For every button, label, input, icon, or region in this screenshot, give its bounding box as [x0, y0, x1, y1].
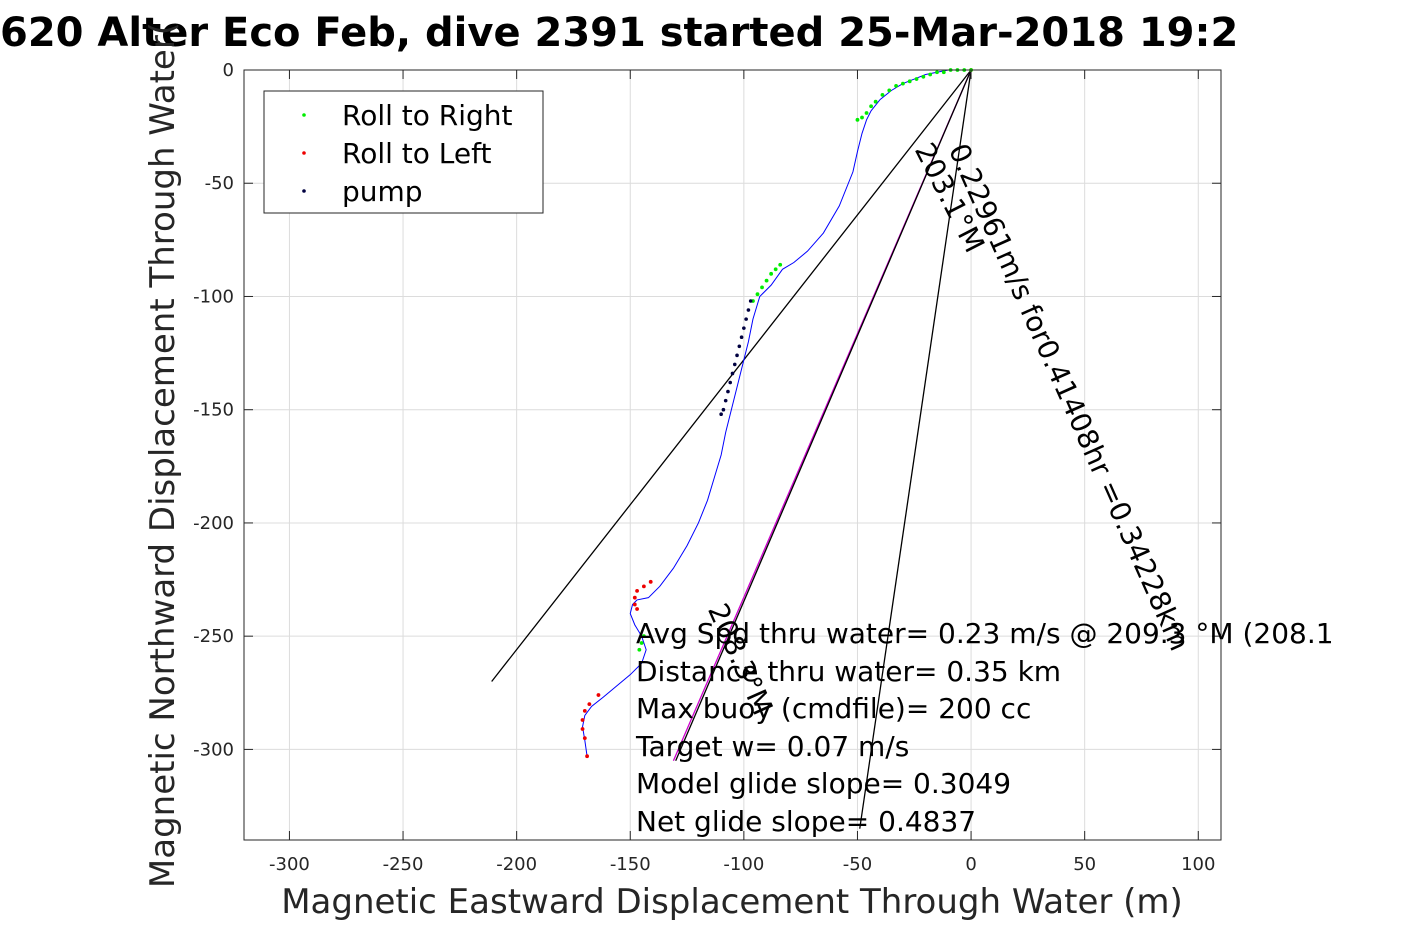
- pump-point: [748, 299, 753, 303]
- pump-point: [737, 344, 742, 349]
- legend-box: [263, 90, 544, 214]
- annotation-target-w: Target w= 0.07 m/s: [635, 730, 909, 763]
- roll-right-point: [864, 111, 869, 115]
- pump-point: [732, 362, 737, 367]
- pump-point: [746, 308, 751, 312]
- pump-point: [719, 412, 723, 417]
- pump-point: [739, 335, 744, 340]
- current-line-2: [859, 69, 972, 829]
- roll-right-point: [914, 77, 919, 81]
- roll-right-point: [639, 641, 644, 645]
- roll-left-point: [632, 595, 637, 600]
- heading-line-shadow: [675, 69, 972, 761]
- roll-right-point: [935, 70, 939, 75]
- roll-right-point: [855, 117, 860, 122]
- pump-point: [723, 398, 728, 403]
- legend: Roll to Right Roll to Left pump: [263, 90, 544, 214]
- pump-point: [742, 326, 746, 330]
- roll-left-point: [580, 727, 585, 731]
- roll-left-point: [635, 588, 639, 593]
- roll-right-point: [928, 72, 933, 77]
- x-tick-label: -100: [723, 854, 764, 875]
- roll-right-point: [860, 115, 864, 120]
- legend-label-roll-left: Roll to Left: [342, 137, 491, 170]
- legend-marker-roll-right: [302, 113, 306, 117]
- annotation-net-glide-slope: Net glide slope= 0.4837: [636, 805, 976, 838]
- roll-right-point: [887, 88, 892, 93]
- roll-left-point: [632, 602, 637, 607]
- y-tick-label: -150: [193, 400, 234, 421]
- pump-point: [735, 353, 739, 358]
- roll-left-point: [585, 754, 589, 759]
- legend-label-roll-right: Roll to Right: [342, 99, 513, 132]
- dive-track-line: [582, 69, 972, 757]
- y-tick-label: 0: [223, 60, 234, 81]
- pump-point: [744, 317, 748, 321]
- y-tick-label: -300: [193, 739, 234, 760]
- annotation-distance: Distance thru water= 0.35 km: [636, 655, 1061, 688]
- roll-right-point: [755, 292, 760, 297]
- roll-left-point: [582, 709, 587, 713]
- roll-left-point: [648, 579, 653, 584]
- roll-left-point: [580, 718, 585, 722]
- x-tick-label: 50: [1073, 854, 1096, 875]
- y-tick-label: -100: [193, 286, 234, 307]
- plot-frame: [243, 69, 1222, 841]
- chart-title: 620 Alter Eco Feb, dive 2391 started 25-…: [0, 10, 1238, 56]
- roll-left-point: [635, 607, 639, 611]
- roll-right-point: [769, 271, 774, 276]
- roll-left-point: [596, 693, 601, 697]
- roll-right-point: [764, 278, 769, 283]
- reference-lines: [491, 69, 972, 829]
- pump-point: [726, 389, 730, 394]
- x-tick-label: 0: [965, 854, 976, 875]
- x-tick-label: -50: [843, 854, 872, 875]
- x-tick-label: -200: [496, 854, 537, 875]
- x-tick-label: -300: [269, 854, 310, 875]
- roll-right-point: [869, 104, 873, 109]
- roll-left-point: [587, 702, 592, 707]
- annotation-model-glide-slope: Model glide slope= 0.3049: [636, 767, 1011, 800]
- roll-right-point: [921, 74, 926, 79]
- legend-marker-pump: [302, 189, 306, 193]
- current-line-1: [491, 69, 972, 682]
- y-tick-label: -200: [193, 513, 234, 534]
- grid-lines: [244, 69, 1221, 840]
- roll-right-point: [773, 267, 778, 272]
- x-tick-label: -250: [383, 854, 424, 875]
- y-axis-label: Magnetic Northward Displacement Through …: [143, 22, 183, 888]
- x-tick-label: -150: [610, 854, 651, 875]
- x-tick-label: 100: [1181, 854, 1215, 875]
- pump-point: [728, 380, 733, 385]
- annotation-max-buoy: Max buoy (cmdfile)= 200 cc: [636, 692, 1031, 725]
- roll-left-point: [582, 736, 587, 740]
- roll-right-point: [873, 99, 878, 104]
- annotation-block: Avg Spd thru water= 0.23 m/s @ 209.3 °M …: [635, 617, 1334, 838]
- track-markers: [580, 68, 973, 759]
- legend-label-pump: pump: [342, 175, 423, 208]
- legend-marker-roll-left: [302, 151, 306, 155]
- pump-point: [721, 407, 726, 412]
- axis-ticks: -300 -250 -200 -150 -100 -50 0 50 100 0 -50 -100 -15…: [193, 60, 1221, 875]
- roll-right-point: [637, 647, 642, 652]
- roll-right-point: [901, 81, 905, 86]
- roll-right-point: [778, 262, 783, 267]
- y-tick-label: -50: [205, 173, 234, 194]
- roll-right-point: [907, 79, 912, 84]
- roll-right-point: [760, 285, 764, 290]
- y-tick-label: -250: [193, 626, 234, 647]
- annotation-avg-speed: Avg Spd thru water= 0.23 m/s @ 209.3 °M …: [636, 617, 1334, 650]
- pump-point: [730, 371, 735, 376]
- roll-right-point: [941, 70, 946, 75]
- roll-right-point: [880, 93, 885, 97]
- x-axis-label: Magnetic Eastward Displacement Through W…: [281, 882, 1183, 922]
- roll-left-point: [641, 584, 646, 589]
- roll-right-point: [894, 83, 898, 88]
- roll-right-point: [641, 634, 646, 639]
